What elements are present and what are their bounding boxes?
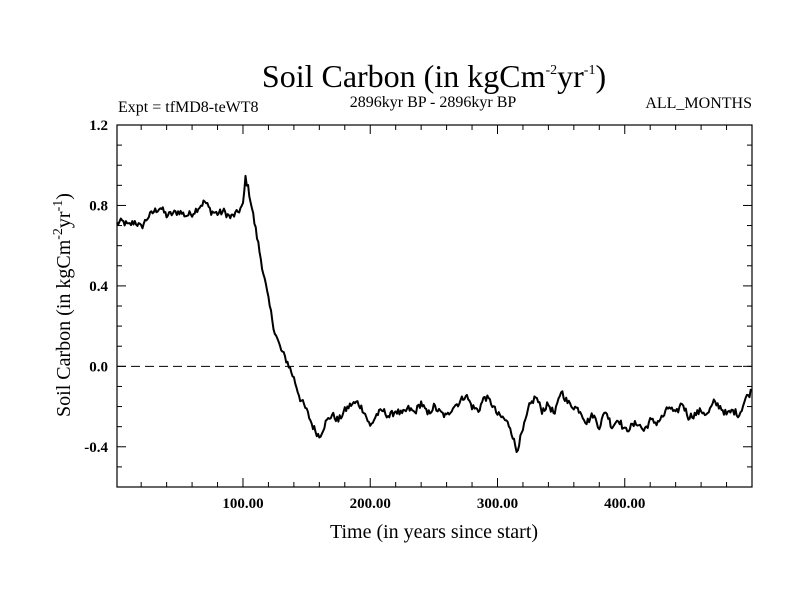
y-axis-ticks: 1.2 0.8 0.4 0.0 -0.4 <box>84 118 752 456</box>
x-axis-ticks: 100.00 200.00 300.00 400.00 <box>222 125 645 512</box>
x-tick-label: 300.00 <box>477 496 518 512</box>
y-tick-label: 0.4 <box>89 279 108 295</box>
months-label: ALL_MONTHS <box>645 95 752 112</box>
plot-frame <box>116 124 753 488</box>
y-axis-label: Soil Carbon (in kgCm-2yr-1) <box>51 193 75 417</box>
y-tick-label: 0.0 <box>89 359 108 375</box>
experiment-label: Expt = tfMD8-teWT8 <box>118 99 259 116</box>
y-tick-label: 1.2 <box>89 118 108 134</box>
y-axis-minor-ticks <box>117 144 752 468</box>
chart-title: Soil Carbon (in kgCm-2yr-1) <box>262 58 606 94</box>
x-tick-label: 400.00 <box>604 496 645 512</box>
x-axis-minor-ticks <box>140 125 728 487</box>
x-tick-label: 100.00 <box>222 496 263 512</box>
period-label: 2896kyr BP - 2896kyr BP <box>350 94 517 111</box>
x-tick-label: 200.00 <box>350 496 391 512</box>
soil-carbon-series-line <box>116 174 753 453</box>
y-tick-label: 0.8 <box>89 198 108 214</box>
x-axis-label: Time (in years since start) <box>330 521 538 543</box>
y-tick-label: -0.4 <box>84 440 108 456</box>
